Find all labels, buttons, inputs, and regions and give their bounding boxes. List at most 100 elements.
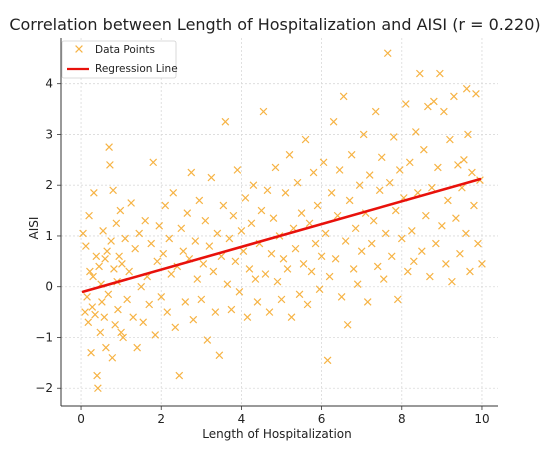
data-point <box>89 272 97 281</box>
data-point <box>112 219 121 228</box>
data-point <box>100 313 109 321</box>
data-point <box>405 158 414 167</box>
data-point <box>133 343 141 352</box>
x-tick-label: 6 <box>318 412 326 426</box>
y-axis-label: AISI <box>27 217 41 240</box>
data-point <box>213 229 222 238</box>
data-point <box>325 272 334 281</box>
data-point <box>145 300 154 309</box>
data-point <box>420 145 428 154</box>
data-point <box>359 130 368 139</box>
data-point <box>299 260 308 268</box>
data-point <box>93 371 101 380</box>
data-point <box>295 290 304 299</box>
data-point <box>91 310 99 319</box>
data-point <box>331 254 340 263</box>
chart-title: Correlation between Length of Hospitaliz… <box>9 15 540 34</box>
data-point <box>92 252 101 261</box>
data-point <box>349 265 358 273</box>
data-point <box>191 237 200 245</box>
data-point <box>205 242 214 250</box>
data-point <box>114 305 122 314</box>
x-tick-label: 10 <box>474 412 489 426</box>
data-point <box>123 295 131 304</box>
data-point <box>377 153 386 162</box>
data-point <box>367 239 376 248</box>
data-point <box>85 211 93 220</box>
x-axis-ticks: 0 2 4 6 8 10 <box>77 406 490 426</box>
data-point <box>365 171 374 179</box>
data-point <box>171 323 180 332</box>
legend-data-point-mark <box>75 45 83 53</box>
data-point <box>307 267 316 276</box>
data-point <box>147 239 156 248</box>
data-point <box>389 133 398 141</box>
data-point <box>87 348 95 357</box>
data-point <box>118 260 126 268</box>
data-point <box>193 275 202 283</box>
y-tick-label: −1 <box>35 330 53 344</box>
data-point <box>99 227 107 235</box>
data-point <box>474 239 482 248</box>
data-point <box>84 318 93 327</box>
data-point <box>446 135 454 144</box>
data-point <box>444 196 452 205</box>
data-point <box>315 285 324 294</box>
data-point <box>448 277 456 286</box>
data-point <box>90 188 98 197</box>
legend: Data Points Regression Line <box>61 40 178 79</box>
data-point <box>119 333 127 342</box>
data-point <box>231 257 240 266</box>
y-tick-label: 1 <box>45 229 53 243</box>
data-point <box>285 150 294 159</box>
data-point <box>116 206 125 215</box>
data-point <box>379 275 388 283</box>
data-point <box>468 168 476 177</box>
data-point <box>157 293 166 301</box>
legend-label-data-points: Data Points <box>95 44 155 56</box>
data-point <box>281 188 290 197</box>
data-point <box>127 199 135 207</box>
data-point <box>462 84 471 93</box>
data-point <box>199 260 208 268</box>
data-point <box>436 69 444 78</box>
data-point <box>311 239 320 248</box>
data-point <box>82 242 90 250</box>
data-point <box>215 351 224 360</box>
x-tick-label: 0 <box>77 412 85 426</box>
data-point <box>211 308 220 316</box>
data-point <box>257 206 266 215</box>
grid-lines <box>61 38 498 406</box>
data-point <box>107 237 115 245</box>
data-point <box>265 308 274 316</box>
data-point <box>103 247 111 256</box>
y-tick-label: 3 <box>45 127 53 141</box>
data-point <box>108 353 117 362</box>
data-point <box>251 275 260 283</box>
data-point <box>101 254 109 263</box>
legend-label-regression-line: Regression Line <box>95 63 178 75</box>
data-point <box>387 252 396 261</box>
data-point <box>391 206 400 215</box>
data-point <box>121 234 129 243</box>
data-point <box>209 267 218 276</box>
data-point <box>125 267 133 276</box>
data-point <box>287 313 296 321</box>
x-tick-label: 4 <box>238 412 246 426</box>
data-point <box>428 183 436 192</box>
data-point <box>249 181 258 190</box>
data-point <box>317 252 326 261</box>
data-point <box>94 384 102 393</box>
data-point <box>395 166 404 174</box>
data-point <box>279 254 288 263</box>
legend-box <box>61 40 177 79</box>
data-point <box>371 107 380 116</box>
data-point <box>96 328 105 337</box>
data-point <box>81 308 89 316</box>
data-point <box>106 161 114 169</box>
data-point <box>207 173 216 182</box>
data-point <box>88 303 97 311</box>
data-point <box>137 282 146 291</box>
data-point <box>179 247 188 256</box>
data-point <box>245 265 254 273</box>
